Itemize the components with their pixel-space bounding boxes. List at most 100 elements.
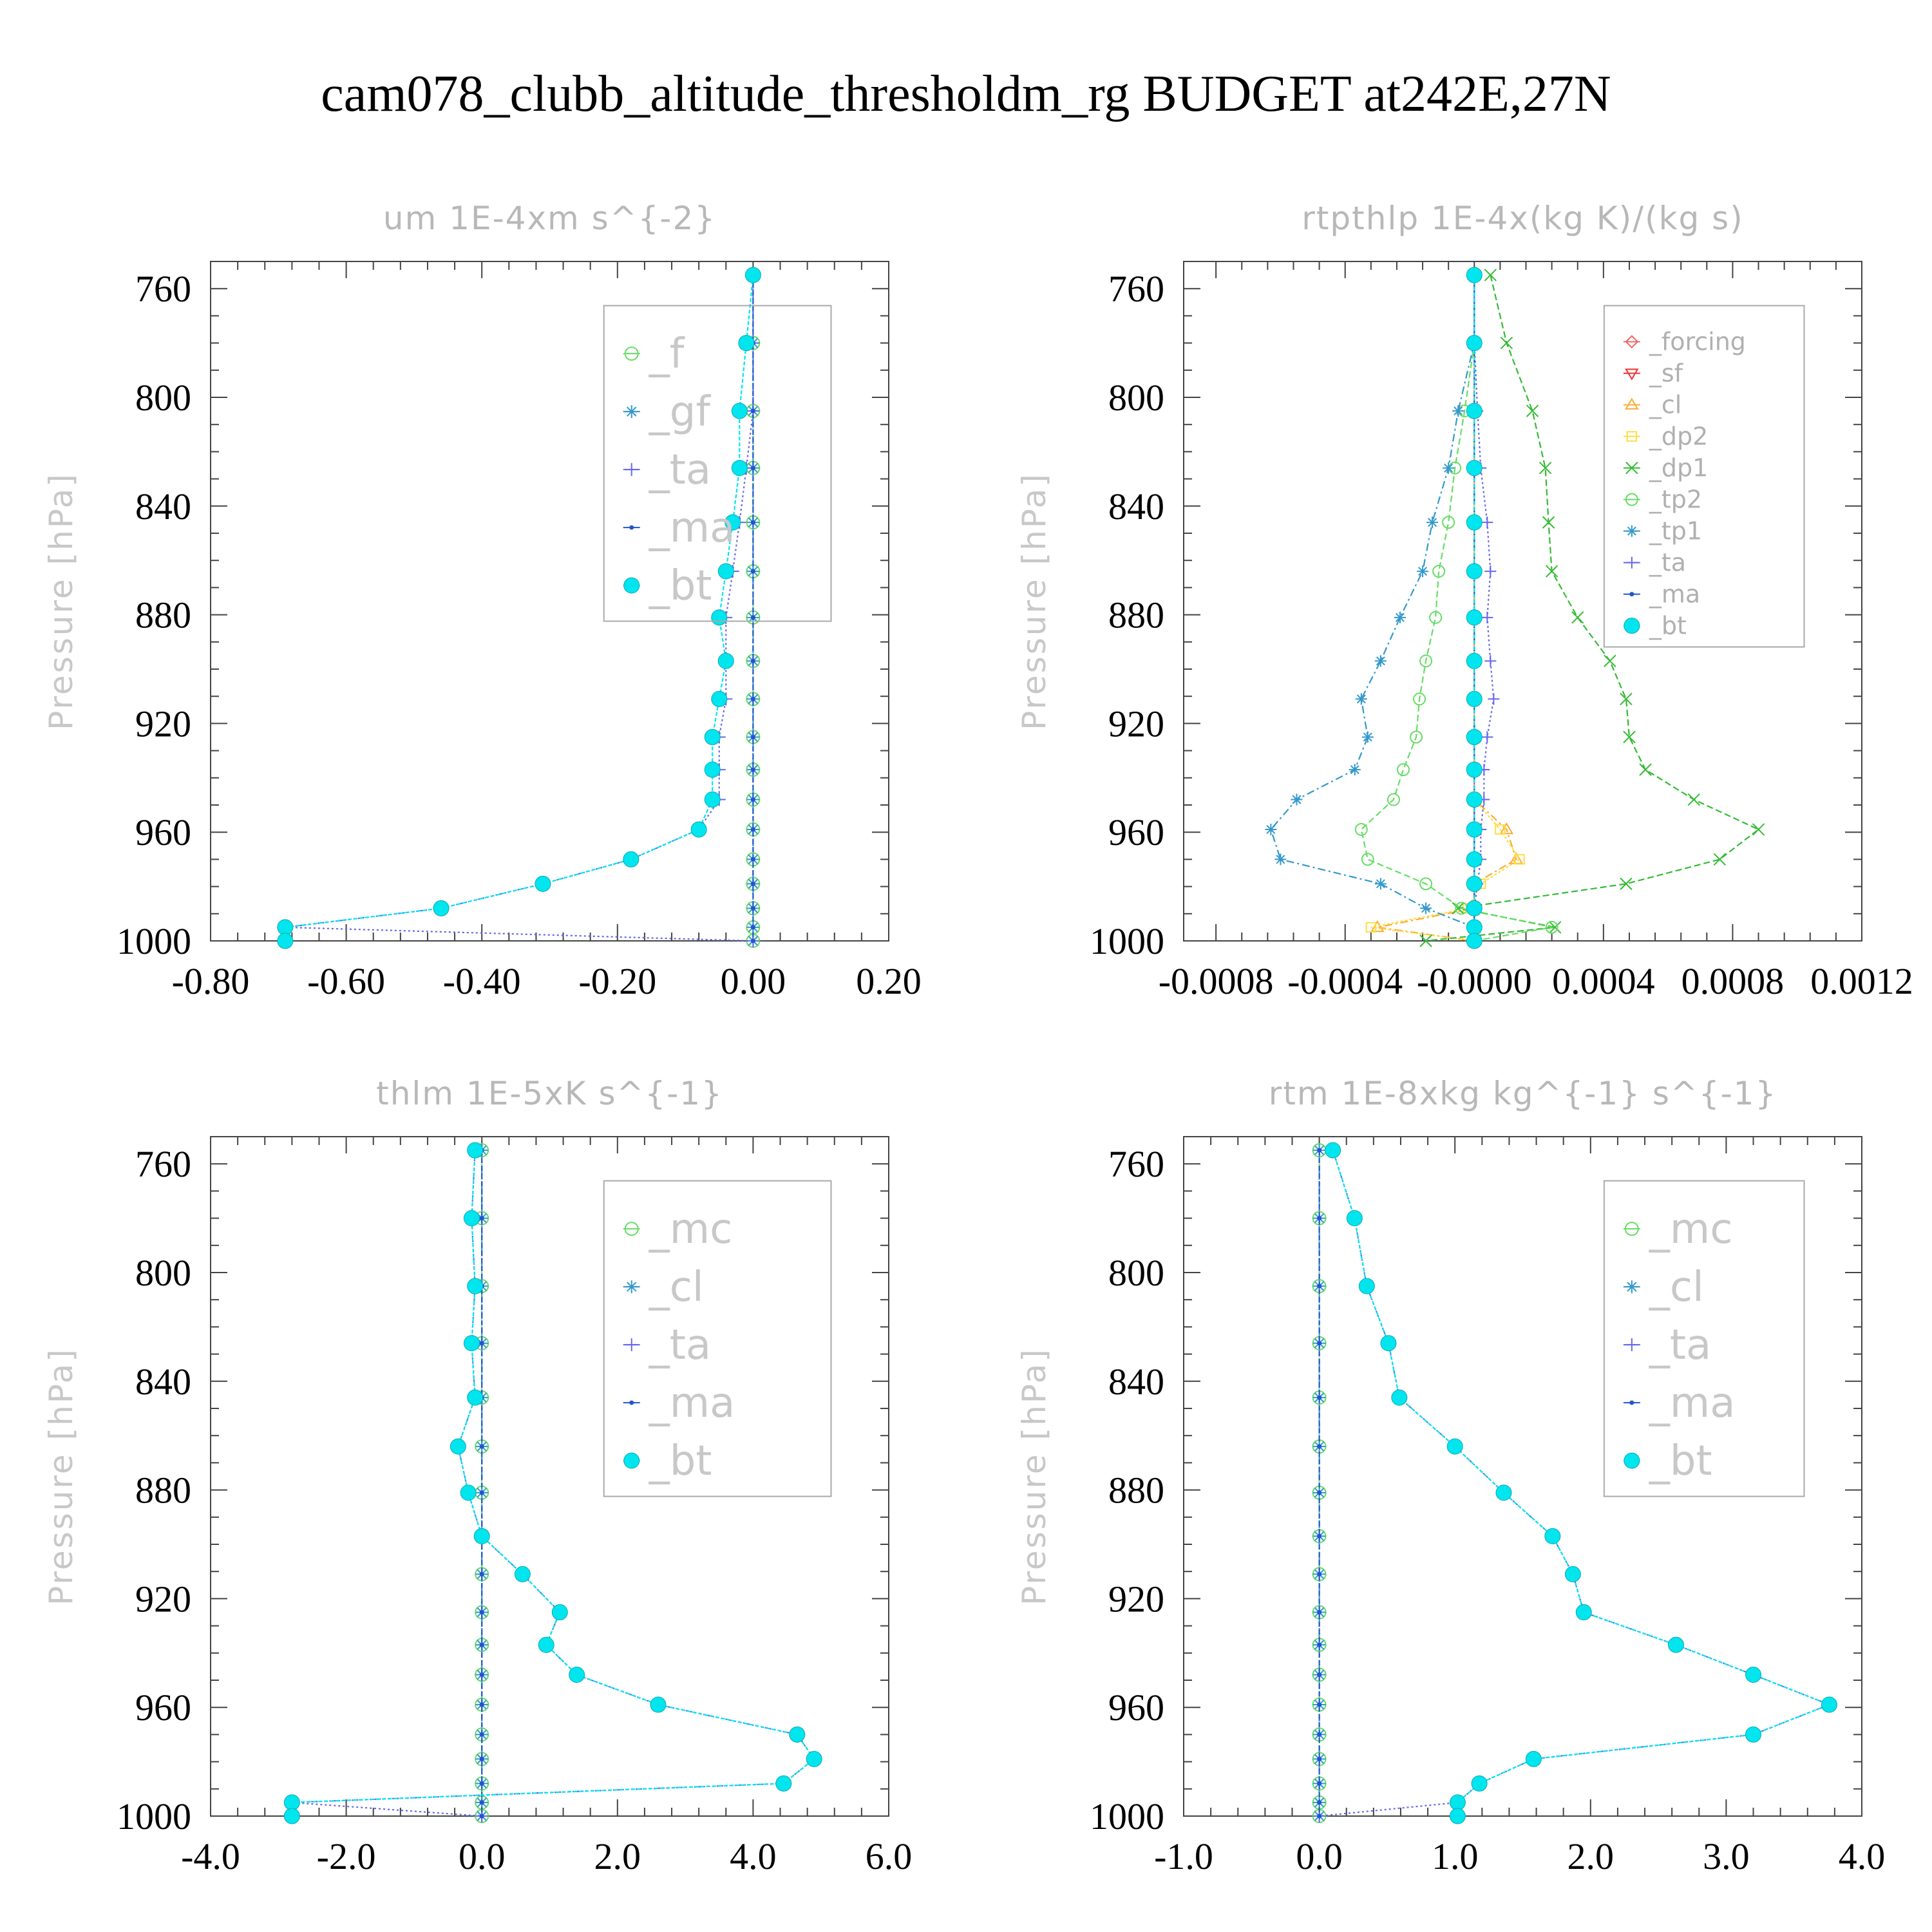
data-point xyxy=(711,690,728,707)
data-point xyxy=(1752,823,1765,836)
x-tick-label: 0.0 xyxy=(1296,1835,1343,1877)
legend-label: _mc xyxy=(649,1206,733,1253)
data-point xyxy=(731,460,748,477)
data-point xyxy=(1317,1756,1322,1761)
legend-label: _bt xyxy=(649,1437,712,1485)
data-point xyxy=(1713,853,1727,866)
series-line xyxy=(292,1150,815,1817)
x-tick-label: -0.0000 xyxy=(1417,960,1532,1002)
data-point xyxy=(479,1814,484,1819)
data-point xyxy=(1317,1800,1322,1805)
y-tick-label: 760 xyxy=(1108,268,1164,310)
panel-3: thlm 1E-5xK s^{-1} Pressure [hPa] 760 800 84… xyxy=(43,1075,912,1877)
data-point xyxy=(690,821,707,838)
data-point xyxy=(1317,1732,1322,1737)
panel-title: rtm 1E-8xkg kg^{-1} s^{-1} xyxy=(1269,1075,1777,1112)
data-point xyxy=(1452,902,1464,915)
data-point xyxy=(1449,1794,1466,1811)
data-point xyxy=(1325,1142,1341,1159)
data-point xyxy=(1442,516,1455,529)
x-tick-label: -4.0 xyxy=(181,1835,240,1877)
data-point xyxy=(750,466,755,471)
data-point xyxy=(1355,693,1367,705)
data-point xyxy=(750,925,755,930)
y-tick-label: 880 xyxy=(1108,594,1164,636)
data-point xyxy=(717,563,734,580)
data-point xyxy=(1745,1726,1762,1743)
data-point xyxy=(1495,1484,1512,1501)
data-point xyxy=(750,938,755,943)
x-tick-label: -0.0008 xyxy=(1159,960,1274,1002)
data-point xyxy=(479,1642,484,1647)
series-line xyxy=(1319,1150,1832,1817)
data-point xyxy=(1495,824,1506,835)
data-point xyxy=(1317,1283,1322,1289)
legend-label: _ta xyxy=(1649,1321,1711,1369)
legend-marker xyxy=(1624,1222,1639,1236)
legend-label: _gf xyxy=(649,388,712,436)
y-tick-label: 880 xyxy=(135,1470,191,1511)
x-tick-label: 0.0004 xyxy=(1552,960,1655,1002)
legend-label: _ma xyxy=(649,1379,735,1427)
data-point xyxy=(1317,1533,1322,1539)
data-point xyxy=(623,851,639,867)
data-point xyxy=(1265,823,1277,835)
data-point xyxy=(479,1490,484,1495)
legend-label: _ma xyxy=(1649,580,1700,609)
y-axis-label: Pressure [hPa] xyxy=(1016,472,1053,730)
series-line xyxy=(1360,275,1552,942)
data-point xyxy=(1361,731,1374,743)
data-point xyxy=(731,402,748,419)
y-tick-label: 920 xyxy=(135,703,191,744)
series-cl xyxy=(1370,268,1524,946)
legend-marker xyxy=(625,405,638,419)
data-point xyxy=(1317,1814,1322,1819)
data-point xyxy=(479,1781,484,1786)
series-line xyxy=(1270,275,1475,941)
series-dp2 xyxy=(1365,269,1525,947)
legend-label: _dp1 xyxy=(1649,454,1708,482)
legend-marker xyxy=(1624,618,1640,634)
data-point xyxy=(1542,516,1555,529)
series-ta xyxy=(285,1144,821,1823)
data-point xyxy=(1317,1702,1322,1707)
data-point xyxy=(724,514,741,531)
y-tick-label: 960 xyxy=(135,811,191,853)
data-point xyxy=(1317,1781,1322,1786)
legend-label: _ma xyxy=(649,504,735,552)
series-line xyxy=(284,274,754,941)
series-tp2 xyxy=(1354,269,1558,947)
y-tick-label: 880 xyxy=(135,594,191,636)
panel-4: rtm 1E-8xkg kg^{-1} s^{-1} Pressure [hPa]… xyxy=(1016,1075,1885,1877)
data-point xyxy=(1317,1490,1322,1495)
data-point xyxy=(1419,654,1433,668)
legend-label: _ta xyxy=(1649,549,1686,577)
series-ta xyxy=(1312,1144,1836,1823)
x-tick-label: 6.0 xyxy=(866,1835,913,1877)
data-point xyxy=(1545,565,1558,578)
legend-marker xyxy=(1625,335,1639,349)
data-point xyxy=(704,729,721,745)
y-tick-label: 800 xyxy=(1108,377,1164,419)
series-line xyxy=(1473,275,1495,941)
x-tick-label: 2.0 xyxy=(1567,1835,1615,1877)
data-point xyxy=(1466,851,1482,867)
data-point xyxy=(1466,402,1482,419)
legend-box xyxy=(1603,305,1805,648)
series-dp1 xyxy=(1419,269,1765,947)
data-point xyxy=(1466,933,1482,949)
data-point xyxy=(1374,878,1387,890)
data-point xyxy=(1821,1696,1837,1713)
legend-marker xyxy=(625,463,638,477)
legend-label: _cl xyxy=(649,1264,704,1311)
data-point xyxy=(463,1335,480,1352)
data-point xyxy=(1623,730,1636,744)
data-point xyxy=(535,875,551,892)
panel-title: um 1E-4xm s^{-2} xyxy=(383,200,716,237)
y-tick-label: 800 xyxy=(135,1252,191,1294)
data-point xyxy=(1354,822,1368,836)
y-tick-label: 1000 xyxy=(1090,1795,1164,1837)
data-point xyxy=(283,1808,300,1824)
data-point xyxy=(1365,922,1377,933)
